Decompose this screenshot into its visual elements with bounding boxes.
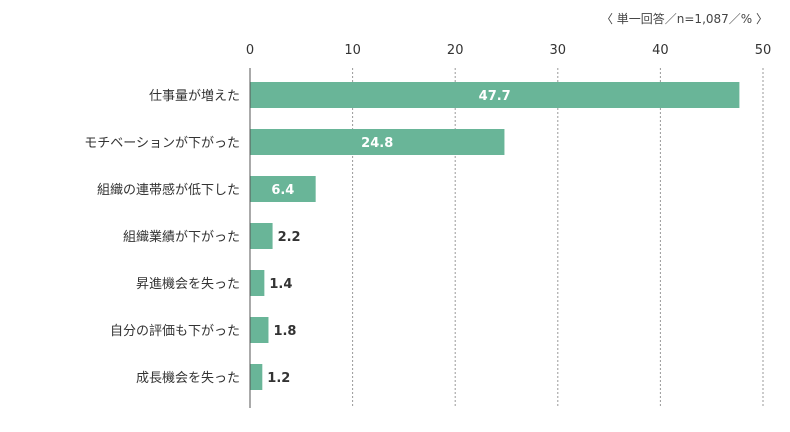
data-label: 1.2 (267, 371, 290, 386)
data-label: 24.8 (361, 136, 393, 151)
bar (250, 223, 273, 249)
x-tick-label: 0 (246, 43, 254, 58)
category-label: 自分の評価も下がった (110, 324, 240, 339)
category-label: 組織の連帯感が低下した (97, 182, 240, 198)
bar (250, 176, 316, 202)
x-tick-label: 50 (755, 43, 772, 58)
bar (250, 129, 505, 155)
data-label: 47.7 (479, 89, 511, 104)
data-label: 1.4 (269, 277, 292, 292)
data-label: 1.8 (273, 324, 296, 339)
chart-note: 〈 単一回答／n=1,087／% 〉 (600, 12, 768, 26)
bar (250, 317, 269, 343)
category-label: モチベーションが下がった (84, 136, 240, 151)
bar (250, 82, 740, 108)
category-label: 組織業績が下がった (123, 229, 240, 245)
x-tick-label: 30 (550, 43, 567, 58)
category-label: 昇進機会を失った (136, 277, 240, 292)
bar (250, 270, 265, 296)
category-label: 仕事量が増えた (149, 89, 240, 104)
x-tick-label: 40 (652, 43, 669, 58)
data-label: 6.4 (271, 183, 294, 198)
category-label: 成長機会を失った (136, 371, 240, 386)
x-tick-label: 20 (447, 43, 464, 58)
x-tick-label: 10 (344, 43, 361, 58)
data-label: 2.2 (278, 230, 301, 245)
bar (250, 364, 263, 390)
